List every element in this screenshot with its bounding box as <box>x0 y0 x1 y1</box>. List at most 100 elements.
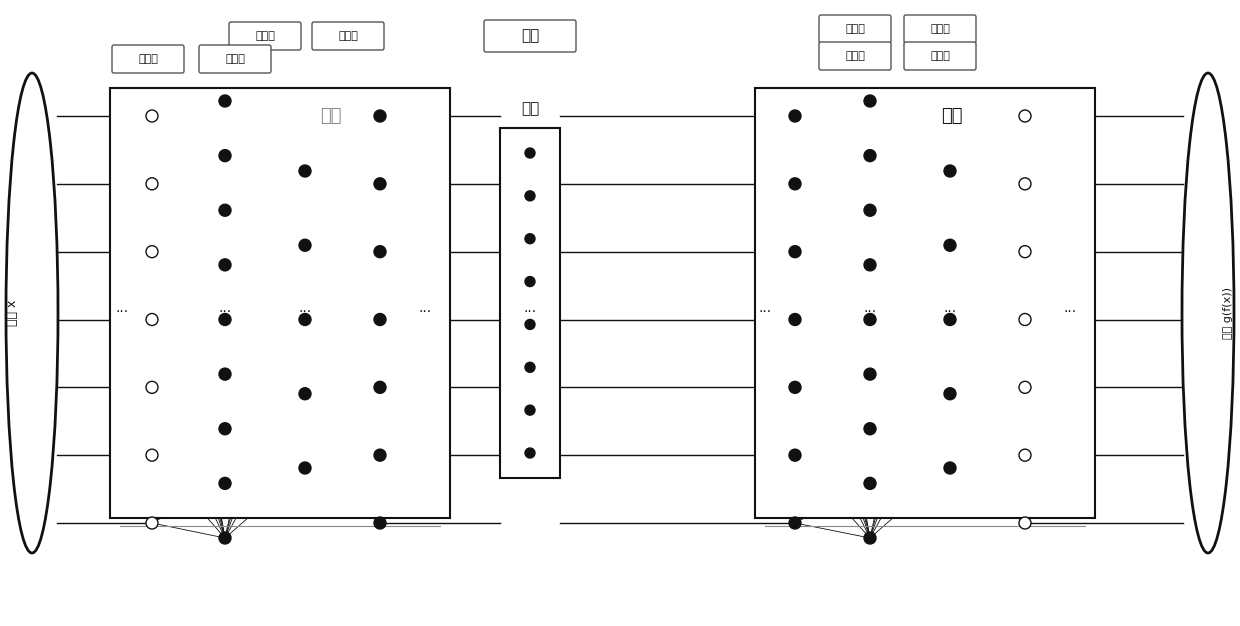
Text: 隐藏层: 隐藏层 <box>226 54 246 64</box>
Circle shape <box>1019 314 1030 326</box>
Circle shape <box>1019 110 1030 122</box>
FancyBboxPatch shape <box>818 42 892 70</box>
Text: 输入 x: 输入 x <box>5 300 19 326</box>
Circle shape <box>1019 449 1030 461</box>
Circle shape <box>864 204 875 216</box>
Ellipse shape <box>1182 73 1234 553</box>
Circle shape <box>864 478 875 490</box>
Circle shape <box>146 314 157 326</box>
Circle shape <box>525 277 534 287</box>
Text: 信道: 信道 <box>521 101 539 116</box>
Circle shape <box>525 148 534 158</box>
Circle shape <box>1019 381 1030 393</box>
Text: ...: ... <box>759 301 771 315</box>
Bar <box>110 88 450 518</box>
Bar <box>755 88 1095 518</box>
Text: ...: ... <box>299 301 311 315</box>
Circle shape <box>864 95 875 107</box>
Circle shape <box>864 314 875 326</box>
FancyBboxPatch shape <box>484 20 577 52</box>
Circle shape <box>789 314 801 326</box>
Circle shape <box>374 381 386 393</box>
Circle shape <box>1019 245 1030 258</box>
Circle shape <box>789 449 801 461</box>
Text: ...: ... <box>115 301 129 315</box>
Text: ...: ... <box>418 301 432 315</box>
Text: ...: ... <box>1064 301 1076 315</box>
Text: ...: ... <box>863 301 877 315</box>
Circle shape <box>146 110 157 122</box>
Circle shape <box>864 423 875 434</box>
Circle shape <box>374 517 386 529</box>
Text: 输出 g(f(x)): 输出 g(f(x)) <box>1223 287 1233 339</box>
FancyBboxPatch shape <box>818 15 892 43</box>
Text: 隐藏层: 隐藏层 <box>930 24 950 34</box>
Circle shape <box>146 245 157 258</box>
Circle shape <box>1019 517 1030 529</box>
Circle shape <box>525 319 534 329</box>
Circle shape <box>374 245 386 258</box>
Circle shape <box>944 387 956 400</box>
Text: 隐藏层: 隐藏层 <box>846 51 866 61</box>
Circle shape <box>299 165 311 177</box>
Circle shape <box>374 449 386 461</box>
FancyBboxPatch shape <box>904 15 976 43</box>
Text: 隐藏层: 隐藏层 <box>255 31 275 41</box>
FancyBboxPatch shape <box>904 42 976 70</box>
Circle shape <box>944 314 956 326</box>
Circle shape <box>219 150 231 162</box>
Circle shape <box>219 259 231 271</box>
Circle shape <box>789 178 801 190</box>
Circle shape <box>525 362 534 372</box>
Circle shape <box>299 387 311 400</box>
Circle shape <box>944 239 956 251</box>
Text: 输入层: 输入层 <box>138 54 157 64</box>
Circle shape <box>374 314 386 326</box>
Text: 信道: 信道 <box>521 29 539 43</box>
Circle shape <box>299 462 311 474</box>
Circle shape <box>944 165 956 177</box>
Circle shape <box>219 423 231 434</box>
Circle shape <box>864 150 875 162</box>
FancyBboxPatch shape <box>198 45 272 73</box>
Circle shape <box>299 314 311 326</box>
Text: ...: ... <box>944 301 956 315</box>
Bar <box>500 128 560 478</box>
Text: 接收: 接收 <box>941 107 963 125</box>
Circle shape <box>525 405 534 415</box>
Text: 输出层: 输出层 <box>339 31 358 41</box>
Text: 输入层: 输入层 <box>846 24 866 34</box>
Circle shape <box>789 245 801 258</box>
Circle shape <box>146 178 157 190</box>
FancyBboxPatch shape <box>112 45 184 73</box>
Ellipse shape <box>6 73 58 553</box>
Circle shape <box>146 381 157 393</box>
Circle shape <box>944 462 956 474</box>
Text: ...: ... <box>523 301 537 315</box>
Text: 发送: 发送 <box>320 107 342 125</box>
Circle shape <box>146 517 157 529</box>
Circle shape <box>219 95 231 107</box>
Circle shape <box>374 178 386 190</box>
Circle shape <box>219 532 231 544</box>
Text: 输出层: 输出层 <box>930 51 950 61</box>
Circle shape <box>864 259 875 271</box>
Text: ...: ... <box>218 301 232 315</box>
FancyBboxPatch shape <box>312 22 384 50</box>
Circle shape <box>219 478 231 490</box>
Circle shape <box>1019 178 1030 190</box>
FancyBboxPatch shape <box>229 22 301 50</box>
Circle shape <box>864 368 875 380</box>
Circle shape <box>374 110 386 122</box>
Circle shape <box>219 368 231 380</box>
Circle shape <box>146 449 157 461</box>
Circle shape <box>219 314 231 326</box>
Circle shape <box>789 517 801 529</box>
Circle shape <box>789 381 801 393</box>
Circle shape <box>299 239 311 251</box>
Circle shape <box>525 191 534 201</box>
Circle shape <box>525 448 534 458</box>
Circle shape <box>525 233 534 244</box>
Circle shape <box>864 532 875 544</box>
Circle shape <box>219 204 231 216</box>
